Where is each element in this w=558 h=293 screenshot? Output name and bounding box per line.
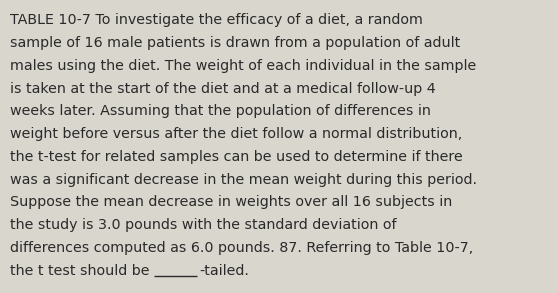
Text: Suppose the mean decrease in weights over all 16 subjects in: Suppose the mean decrease in weights ove… [10, 195, 452, 209]
Text: -tailed.: -tailed. [199, 264, 249, 278]
Text: TABLE 10-7 To investigate the efficacy of a diet, a random: TABLE 10-7 To investigate the efficacy o… [10, 13, 423, 28]
Text: males using the diet. The weight of each individual in the sample: males using the diet. The weight of each… [10, 59, 476, 73]
Text: is taken at the start of the diet and at a medical follow-up 4: is taken at the start of the diet and at… [10, 82, 436, 96]
Text: was a significant decrease in the mean weight during this period.: was a significant decrease in the mean w… [10, 173, 477, 187]
Text: the study is 3.0 pounds with the standard deviation of: the study is 3.0 pounds with the standar… [10, 218, 397, 232]
Text: differences computed as 6.0 pounds. 87. Referring to Table 10-7,: differences computed as 6.0 pounds. 87. … [10, 241, 473, 255]
Text: sample of 16 male patients is drawn from a population of adult: sample of 16 male patients is drawn from… [10, 36, 460, 50]
Text: weight before versus after the diet follow a normal distribution,: weight before versus after the diet foll… [10, 127, 462, 141]
Text: weeks later. Assuming that the population of differences in: weeks later. Assuming that the populatio… [10, 104, 431, 118]
Text: the t test should be: the t test should be [10, 264, 154, 278]
Text: the t-test for related samples can be used to determine if there: the t-test for related samples can be us… [10, 150, 463, 164]
